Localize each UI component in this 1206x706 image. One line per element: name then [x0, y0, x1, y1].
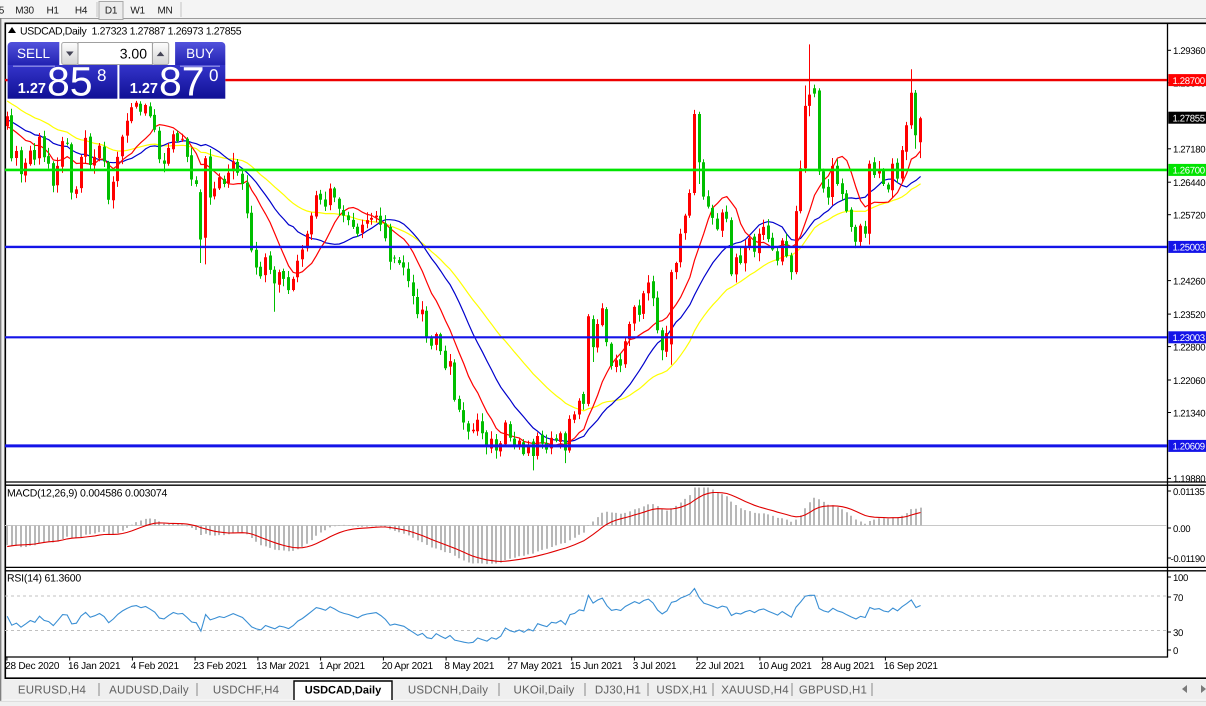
svg-text:1.26440: 1.26440	[1173, 178, 1205, 189]
svg-text:EURUSD,H4: EURUSD,H4	[18, 685, 87, 697]
svg-text:100: 100	[1173, 573, 1188, 584]
svg-text:1.19880: 1.19880	[1173, 474, 1205, 485]
svg-text:70: 70	[1173, 593, 1183, 604]
svg-text:-0.01190: -0.01190	[1171, 554, 1205, 565]
svg-text:1.27855: 1.27855	[1173, 114, 1205, 125]
svg-text:1.24260: 1.24260	[1173, 276, 1205, 287]
svg-text:1.22060: 1.22060	[1173, 376, 1205, 387]
svg-text:10 Aug 2021: 10 Aug 2021	[758, 661, 812, 672]
svg-text:20 Apr 2021: 20 Apr 2021	[382, 661, 434, 672]
svg-text:1.22800: 1.22800	[1173, 342, 1205, 353]
svg-text:23 Feb 2021: 23 Feb 2021	[193, 661, 247, 672]
svg-text:0: 0	[1173, 646, 1178, 657]
svg-text:SELL: SELL	[17, 46, 51, 61]
svg-text:USDX,H1: USDX,H1	[656, 685, 707, 697]
svg-text:13 Mar 2021: 13 Mar 2021	[256, 661, 310, 672]
svg-text:H1: H1	[47, 6, 60, 17]
svg-text:0.01135: 0.01135	[1173, 487, 1205, 498]
svg-text:30: 30	[1173, 628, 1183, 639]
svg-text:D1: D1	[105, 6, 118, 17]
svg-text:RSI(14) 61.3600: RSI(14) 61.3600	[7, 573, 81, 585]
svg-text:USDCNH,Daily: USDCNH,Daily	[408, 685, 488, 697]
svg-text:GBPUSD,H1: GBPUSD,H1	[799, 685, 867, 697]
svg-text:1.23003: 1.23003	[1173, 333, 1205, 344]
svg-text:1.23520: 1.23520	[1173, 310, 1205, 321]
svg-text:BUY: BUY	[186, 46, 214, 61]
svg-text:28 Aug 2021: 28 Aug 2021	[821, 661, 875, 672]
svg-text:3 Jul 2021: 3 Jul 2021	[633, 661, 677, 672]
svg-text:5: 5	[0, 6, 5, 17]
svg-text:1.21340: 1.21340	[1173, 408, 1205, 419]
svg-text:1.27: 1.27	[130, 81, 158, 97]
svg-text:UKOil,Daily: UKOil,Daily	[514, 685, 575, 697]
svg-text:W1: W1	[130, 6, 145, 17]
svg-text:0.00: 0.00	[1173, 524, 1190, 535]
svg-text:MACD(12,26,9) 0.004586 0.00307: MACD(12,26,9) 0.004586 0.003074	[7, 488, 168, 500]
svg-text:85: 85	[47, 59, 93, 105]
svg-text:1.25720: 1.25720	[1173, 211, 1205, 222]
svg-text:1.29360: 1.29360	[1173, 46, 1205, 57]
svg-text:1.25003: 1.25003	[1173, 243, 1205, 254]
svg-text:4 Feb 2021: 4 Feb 2021	[131, 661, 180, 672]
svg-text:USDCAD,Daily 1.27323 1.27887: USDCAD,Daily 1.27323 1.27887 1.26973 1.2…	[20, 26, 242, 38]
svg-text:28 Dec 2020: 28 Dec 2020	[5, 661, 60, 672]
svg-text:USDCAD,Daily: USDCAD,Daily	[305, 685, 382, 697]
svg-text:DJ30,H1: DJ30,H1	[595, 685, 641, 697]
svg-text:15 Jun 2021: 15 Jun 2021	[570, 661, 623, 672]
svg-text:8: 8	[97, 66, 106, 85]
svg-text:16 Jan 2021: 16 Jan 2021	[68, 661, 121, 672]
svg-text:USDCHF,H4: USDCHF,H4	[213, 685, 280, 697]
svg-text:87: 87	[159, 59, 205, 105]
svg-text:H4: H4	[75, 6, 88, 17]
svg-text:1.27180: 1.27180	[1173, 145, 1205, 156]
svg-text:1.20609: 1.20609	[1173, 442, 1205, 453]
svg-text:0: 0	[209, 66, 218, 85]
svg-text:1.26700: 1.26700	[1173, 166, 1205, 177]
svg-text:1.27: 1.27	[18, 81, 46, 97]
svg-text:3.00: 3.00	[120, 46, 147, 62]
svg-text:1.28700: 1.28700	[1173, 76, 1205, 87]
svg-text:16 Sep 2021: 16 Sep 2021	[884, 661, 939, 672]
svg-text:MN: MN	[158, 6, 173, 17]
svg-text:AUDUSD,Daily: AUDUSD,Daily	[109, 685, 189, 697]
svg-text:1 Apr 2021: 1 Apr 2021	[319, 661, 366, 672]
svg-text:XAUUSD,H4: XAUUSD,H4	[721, 685, 789, 697]
svg-text:M30: M30	[15, 6, 34, 17]
svg-text:8 May 2021: 8 May 2021	[444, 661, 494, 672]
svg-text:22 Jul 2021: 22 Jul 2021	[696, 661, 746, 672]
svg-text:27 May 2021: 27 May 2021	[507, 661, 563, 672]
